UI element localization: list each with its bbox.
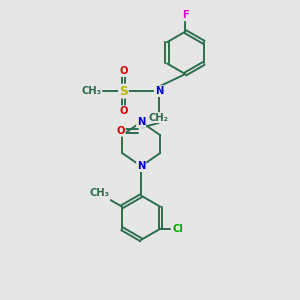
Text: O: O (116, 126, 125, 136)
Text: CH₃: CH₃ (90, 188, 110, 198)
Text: CH₃: CH₃ (81, 86, 101, 96)
Text: Cl: Cl (172, 224, 183, 234)
Text: N: N (137, 117, 146, 127)
Text: O: O (119, 106, 128, 116)
Text: CH₂: CH₂ (149, 112, 169, 123)
Text: O: O (119, 66, 128, 76)
Text: N: N (154, 86, 163, 96)
Text: F: F (182, 11, 189, 20)
Text: N: N (137, 161, 146, 171)
Text: S: S (119, 85, 128, 98)
